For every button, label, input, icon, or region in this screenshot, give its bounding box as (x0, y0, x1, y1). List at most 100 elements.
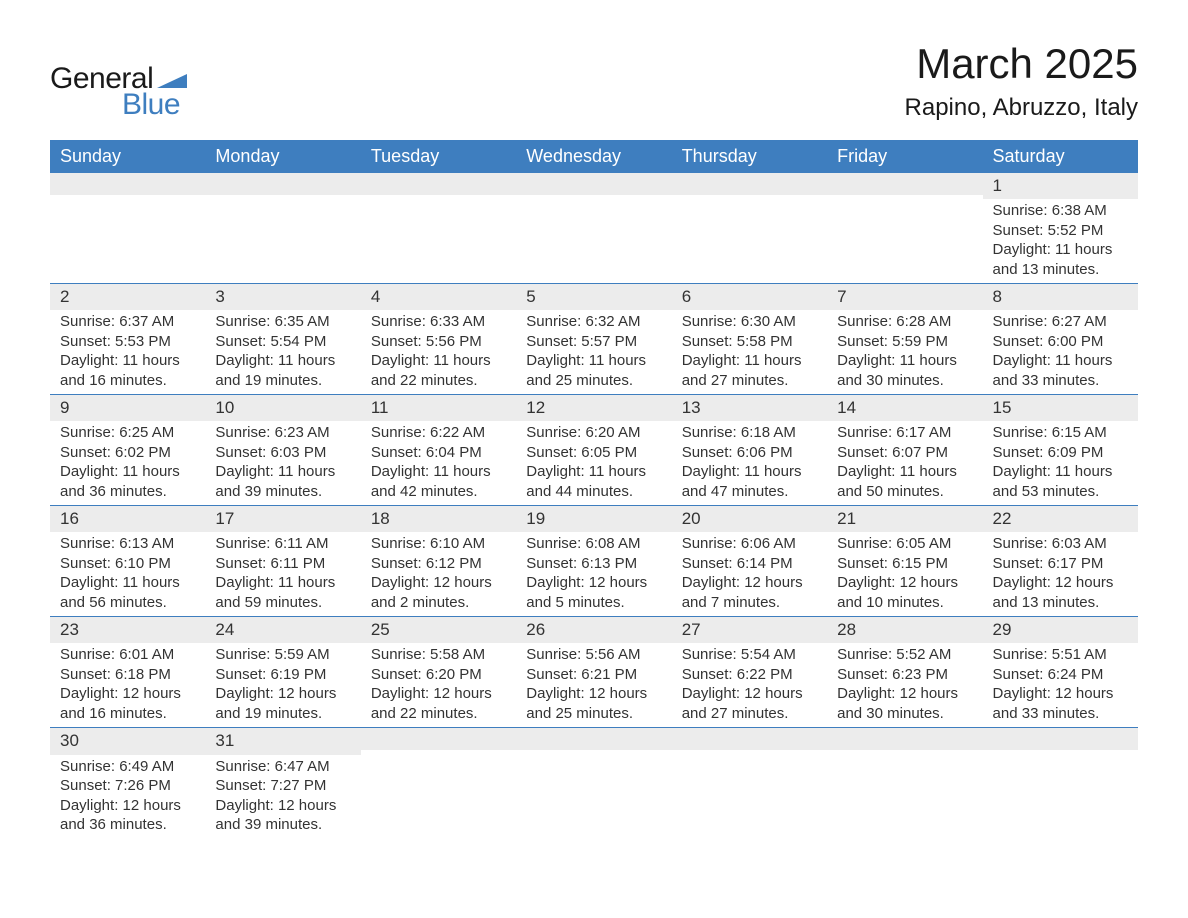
calendar-row: 9Sunrise: 6:25 AMSunset: 6:02 PMDaylight… (50, 394, 1138, 505)
day-number: 24 (205, 617, 360, 643)
sunrise-line: Sunrise: 6:47 AM (215, 757, 350, 777)
sunrise-line: Sunrise: 6:27 AM (993, 312, 1128, 332)
daylight-line-1: Daylight: 11 hours (993, 351, 1128, 371)
daylight-line-2: and 13 minutes. (993, 593, 1128, 613)
sunrise-line: Sunrise: 6:18 AM (682, 423, 817, 443)
sunset-line: Sunset: 7:26 PM (60, 776, 195, 796)
daylight-line-1: Daylight: 12 hours (215, 796, 350, 816)
sunset-line: Sunset: 6:13 PM (526, 554, 661, 574)
day-number (205, 173, 360, 195)
day-data: Sunrise: 6:25 AMSunset: 6:02 PMDaylight:… (50, 421, 205, 505)
day-data (361, 195, 516, 201)
daylight-line-1: Daylight: 12 hours (526, 573, 661, 593)
daylight-line-1: Daylight: 12 hours (60, 684, 195, 704)
day-number: 20 (672, 506, 827, 532)
sunrise-line: Sunrise: 6:23 AM (215, 423, 350, 443)
day-data (827, 750, 982, 756)
day-number: 6 (672, 284, 827, 310)
day-data: Sunrise: 6:20 AMSunset: 6:05 PMDaylight:… (516, 421, 671, 505)
day-number (516, 173, 671, 195)
day-data: Sunrise: 6:22 AMSunset: 6:04 PMDaylight:… (361, 421, 516, 505)
daylight-line-1: Daylight: 12 hours (682, 684, 817, 704)
daylight-line-1: Daylight: 11 hours (682, 351, 817, 371)
daylight-line-2: and 50 minutes. (837, 482, 972, 502)
daylight-line-2: and 33 minutes. (993, 371, 1128, 391)
calendar-cell (827, 173, 982, 283)
day-data: Sunrise: 6:08 AMSunset: 6:13 PMDaylight:… (516, 532, 671, 616)
day-data (516, 750, 671, 756)
daylight-line-1: Daylight: 11 hours (526, 462, 661, 482)
day-data: Sunrise: 6:11 AMSunset: 6:11 PMDaylight:… (205, 532, 360, 616)
sunrise-line: Sunrise: 6:08 AM (526, 534, 661, 554)
day-number: 14 (827, 395, 982, 421)
sunrise-line: Sunrise: 5:58 AM (371, 645, 506, 665)
calendar-row: 16Sunrise: 6:13 AMSunset: 6:10 PMDayligh… (50, 505, 1138, 616)
calendar-cell (827, 728, 982, 838)
daylight-line-2: and 27 minutes. (682, 704, 817, 724)
sunrise-line: Sunrise: 5:51 AM (993, 645, 1128, 665)
day-number: 23 (50, 617, 205, 643)
day-data (672, 750, 827, 756)
day-number: 7 (827, 284, 982, 310)
sunrise-line: Sunrise: 6:32 AM (526, 312, 661, 332)
day-data: Sunrise: 6:38 AMSunset: 5:52 PMDaylight:… (983, 199, 1138, 283)
day-number: 13 (672, 395, 827, 421)
daylight-line-1: Daylight: 12 hours (682, 573, 817, 593)
daylight-line-1: Daylight: 11 hours (371, 462, 506, 482)
day-data: Sunrise: 5:56 AMSunset: 6:21 PMDaylight:… (516, 643, 671, 727)
calendar-cell (672, 173, 827, 283)
sunrise-line: Sunrise: 6:22 AM (371, 423, 506, 443)
day-number (50, 173, 205, 195)
calendar-cell: 16Sunrise: 6:13 AMSunset: 6:10 PMDayligh… (50, 506, 205, 616)
daylight-line-2: and 44 minutes. (526, 482, 661, 502)
day-number: 12 (516, 395, 671, 421)
daylight-line-2: and 39 minutes. (215, 815, 350, 835)
sunrise-line: Sunrise: 6:05 AM (837, 534, 972, 554)
day-header-friday: Friday (827, 140, 982, 173)
day-header-sunday: Sunday (50, 140, 205, 173)
day-number: 5 (516, 284, 671, 310)
sunset-line: Sunset: 6:24 PM (993, 665, 1128, 685)
daylight-line-1: Daylight: 12 hours (993, 573, 1128, 593)
daylight-line-2: and 27 minutes. (682, 371, 817, 391)
day-data: Sunrise: 6:01 AMSunset: 6:18 PMDaylight:… (50, 643, 205, 727)
daylight-line-2: and 2 minutes. (371, 593, 506, 613)
day-number (672, 728, 827, 750)
sunset-line: Sunset: 6:22 PM (682, 665, 817, 685)
day-data: Sunrise: 6:23 AMSunset: 6:03 PMDaylight:… (205, 421, 360, 505)
sunset-line: Sunset: 6:19 PM (215, 665, 350, 685)
day-data (672, 195, 827, 201)
daylight-line-2: and 22 minutes. (371, 704, 506, 724)
daylight-line-2: and 19 minutes. (215, 704, 350, 724)
day-data: Sunrise: 5:52 AMSunset: 6:23 PMDaylight:… (827, 643, 982, 727)
daylight-line-2: and 36 minutes. (60, 482, 195, 502)
daylight-line-1: Daylight: 12 hours (993, 684, 1128, 704)
daylight-line-2: and 25 minutes. (526, 704, 661, 724)
day-data: Sunrise: 6:35 AMSunset: 5:54 PMDaylight:… (205, 310, 360, 394)
calendar-cell: 19Sunrise: 6:08 AMSunset: 6:13 PMDayligh… (516, 506, 671, 616)
calendar-cell: 20Sunrise: 6:06 AMSunset: 6:14 PMDayligh… (672, 506, 827, 616)
sunrise-line: Sunrise: 5:56 AM (526, 645, 661, 665)
day-data (983, 750, 1138, 756)
day-number: 10 (205, 395, 360, 421)
calendar-row: 2Sunrise: 6:37 AMSunset: 5:53 PMDaylight… (50, 283, 1138, 394)
day-number: 4 (361, 284, 516, 310)
day-number: 30 (50, 728, 205, 754)
day-number (983, 728, 1138, 750)
sunrise-line: Sunrise: 6:25 AM (60, 423, 195, 443)
calendar: Sunday Monday Tuesday Wednesday Thursday… (50, 140, 1138, 839)
sunrise-line: Sunrise: 6:37 AM (60, 312, 195, 332)
day-data: Sunrise: 6:03 AMSunset: 6:17 PMDaylight:… (983, 532, 1138, 616)
sunset-line: Sunset: 6:07 PM (837, 443, 972, 463)
calendar-cell: 6Sunrise: 6:30 AMSunset: 5:58 PMDaylight… (672, 284, 827, 394)
daylight-line-2: and 19 minutes. (215, 371, 350, 391)
sunset-line: Sunset: 6:04 PM (371, 443, 506, 463)
day-number (827, 728, 982, 750)
daylight-line-1: Daylight: 11 hours (215, 573, 350, 593)
daylight-line-1: Daylight: 12 hours (837, 573, 972, 593)
calendar-cell: 30Sunrise: 6:49 AMSunset: 7:26 PMDayligh… (50, 728, 205, 838)
day-number: 21 (827, 506, 982, 532)
sunset-line: Sunset: 6:15 PM (837, 554, 972, 574)
daylight-line-2: and 5 minutes. (526, 593, 661, 613)
daylight-line-2: and 53 minutes. (993, 482, 1128, 502)
